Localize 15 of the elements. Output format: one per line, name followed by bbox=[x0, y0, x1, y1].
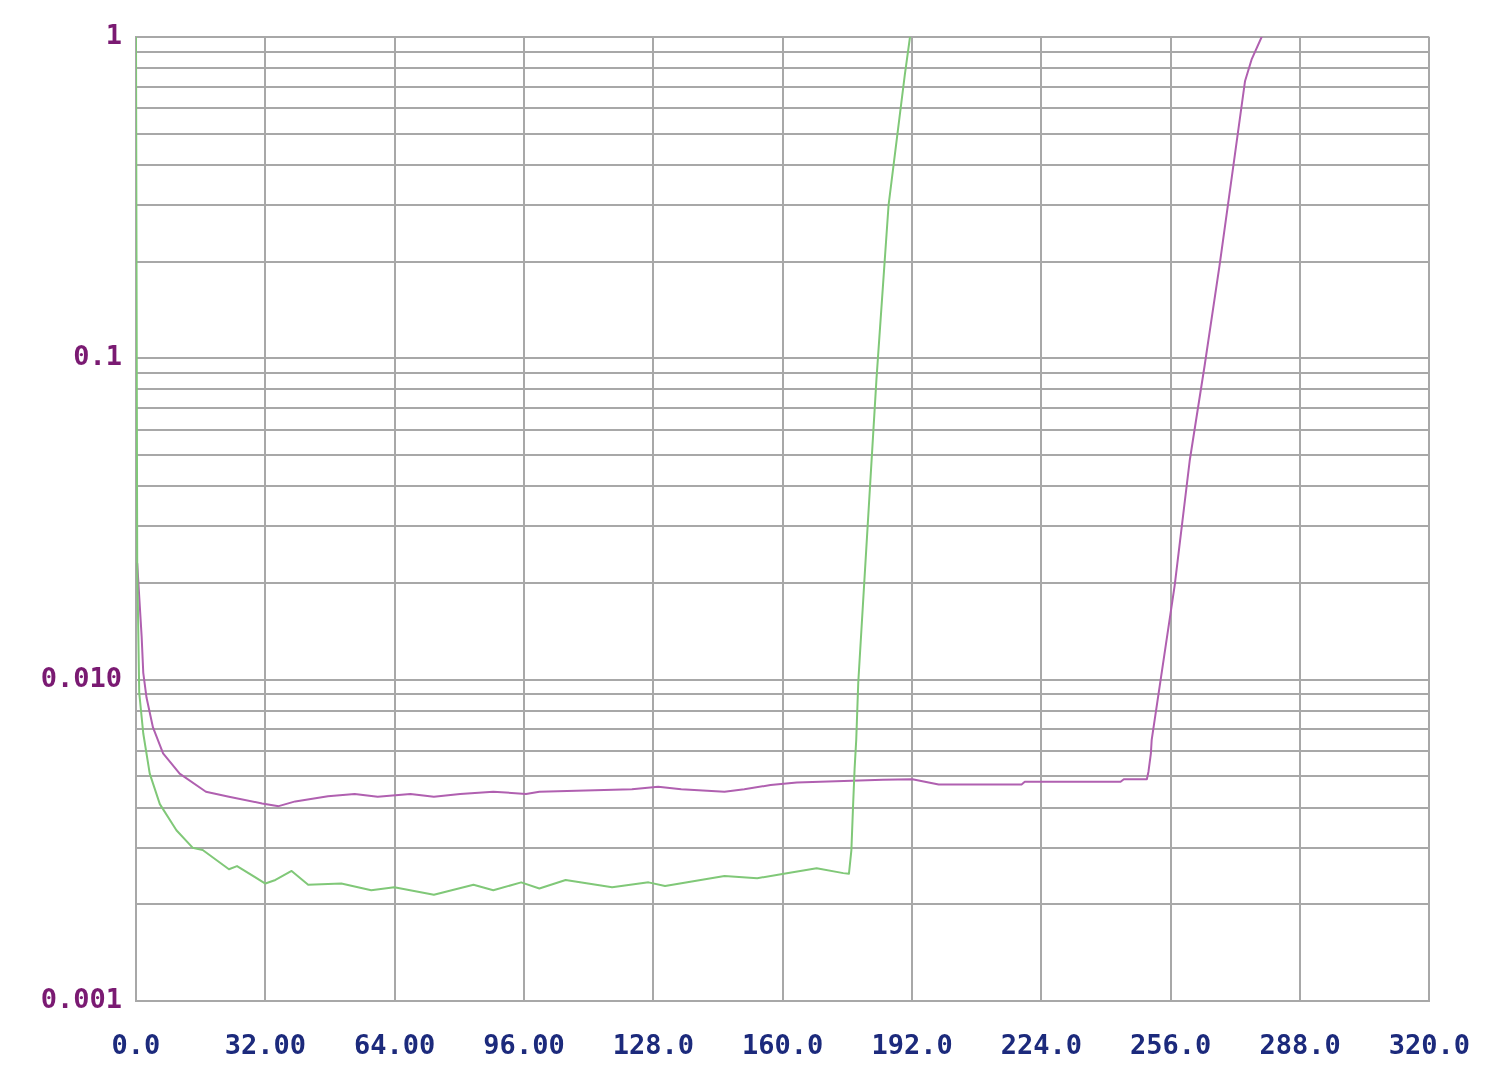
x-tick-label: 96.00 bbox=[483, 1029, 565, 1061]
x-tick-label: 32.00 bbox=[224, 1029, 306, 1061]
x-tick-label: 256.0 bbox=[1130, 1029, 1212, 1061]
x-tick-label: 320.0 bbox=[1388, 1029, 1470, 1061]
y-tick-label: 1 bbox=[105, 19, 122, 51]
x-tick-label: 0.0 bbox=[111, 1029, 161, 1061]
x-tick-label: 160.0 bbox=[742, 1029, 824, 1061]
y-tick-label: 0.1 bbox=[73, 340, 122, 372]
y-tick-label: 0.010 bbox=[40, 661, 122, 693]
x-tick-label: 288.0 bbox=[1259, 1029, 1341, 1061]
x-tick-label: 192.0 bbox=[871, 1029, 953, 1061]
y-tick-label: 0.001 bbox=[40, 983, 122, 1015]
x-tick-label: 224.0 bbox=[1000, 1029, 1082, 1061]
x-tick-label: 64.00 bbox=[354, 1029, 436, 1061]
x-tick-label: 128.0 bbox=[612, 1029, 694, 1061]
